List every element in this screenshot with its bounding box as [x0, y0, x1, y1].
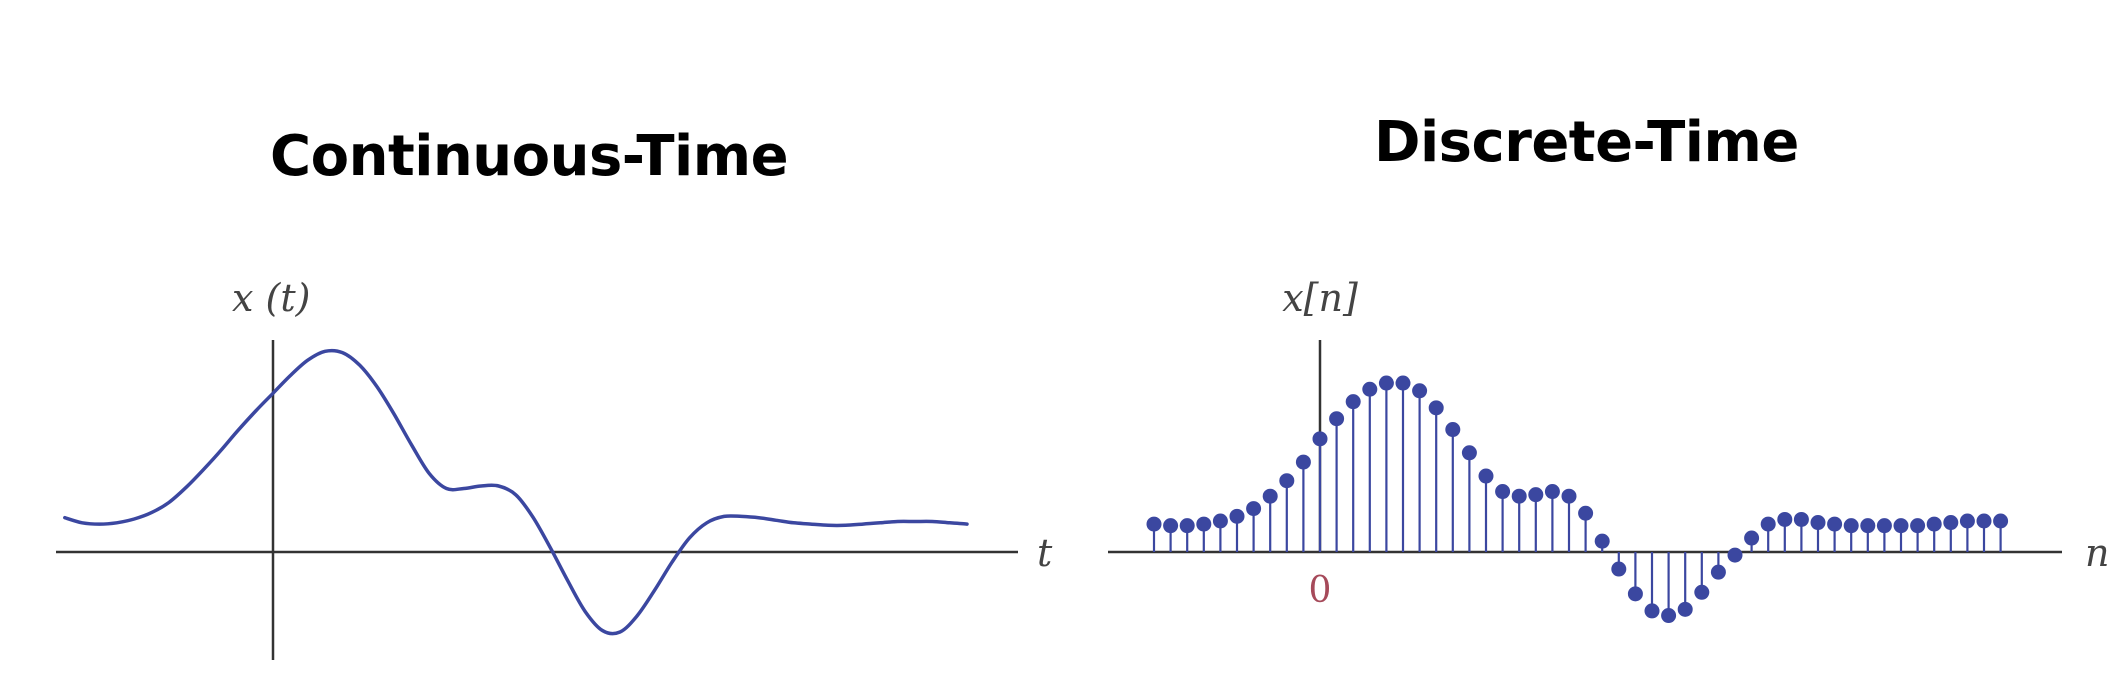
discrete-time-plot: x[n] n 0 [1108, 276, 2109, 624]
dt-origin-label: 0 [1309, 570, 1332, 611]
sample-point [1445, 422, 1461, 438]
sample-point [1926, 516, 1942, 532]
sample-point [1876, 518, 1892, 534]
sample-point [1229, 508, 1245, 524]
sample-point [1777, 511, 1793, 527]
sample-point [1146, 516, 1162, 532]
sample-point [1760, 516, 1776, 532]
sample-point [1893, 518, 1909, 534]
sample-point [1163, 518, 1179, 534]
sample-point [1561, 488, 1577, 504]
sample-point [1511, 488, 1527, 504]
sample-point [1428, 400, 1444, 416]
sample-point [1196, 516, 1212, 532]
sample-point [1661, 608, 1677, 624]
discrete-time-title: Discrete-Time [1374, 110, 1799, 175]
sample-point [1378, 375, 1394, 391]
discrete-samples [1146, 375, 2009, 624]
sample-point [1212, 513, 1228, 529]
sample-point [1544, 484, 1560, 500]
ct-x-axis-label: t [1037, 531, 1053, 575]
ct-y-axis-label: x (t) [232, 276, 310, 320]
sample-point [1179, 518, 1195, 534]
sample-point [1843, 518, 1859, 534]
sample-point [1943, 515, 1959, 531]
dt-y-axis-label: x[n] [1282, 276, 1358, 320]
continuous-time-title: Continuous-Time [270, 124, 789, 189]
sample-point [1262, 488, 1278, 504]
sample-point [1627, 586, 1643, 602]
sample-point [1412, 383, 1428, 399]
sample-point [1279, 473, 1295, 489]
sample-point [1594, 533, 1610, 549]
sample-point [1993, 513, 2009, 529]
sample-point [1793, 511, 1809, 527]
sample-point [1329, 411, 1345, 427]
continuous-signal-curve [63, 348, 969, 636]
sample-point [1495, 484, 1511, 500]
sample-point [1578, 505, 1594, 521]
sample-point [1710, 564, 1726, 580]
sample-point [1295, 454, 1311, 470]
sample-point [1246, 501, 1262, 517]
continuous-time-plot: x (t) t [56, 276, 1053, 660]
sample-point [1827, 516, 1843, 532]
sample-point [1362, 381, 1378, 397]
sample-point [1611, 561, 1627, 577]
sample-point [1677, 601, 1693, 617]
sample-point [1860, 518, 1876, 534]
sample-point [1910, 518, 1926, 534]
sample-point [1461, 445, 1477, 461]
sample-point [1644, 603, 1660, 619]
sample-point [1395, 375, 1411, 391]
sample-point [1478, 468, 1494, 484]
sample-point [1694, 584, 1710, 600]
sample-point [1744, 530, 1760, 546]
sample-point [1345, 394, 1361, 410]
sample-point [1959, 513, 1975, 529]
sample-point [1727, 547, 1743, 563]
sample-point [1528, 487, 1544, 503]
sample-point [1810, 515, 1826, 531]
sample-point [1976, 513, 1992, 529]
dt-x-axis-label: n [2085, 531, 2109, 575]
sample-point [1312, 431, 1328, 447]
